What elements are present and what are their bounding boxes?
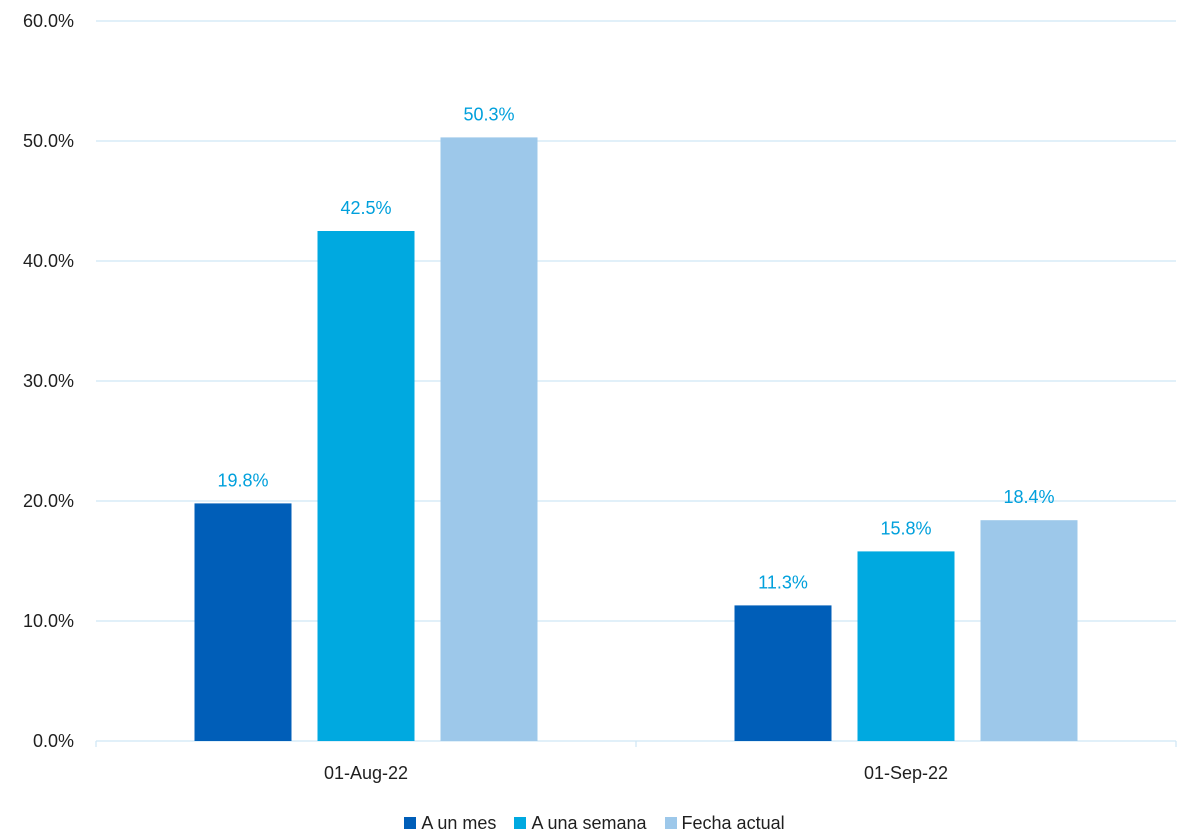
legend-label: A un mes — [421, 812, 497, 833]
y-tick-label: 40.0% — [23, 251, 74, 271]
bars — [194, 137, 1078, 741]
legend-swatch — [514, 817, 527, 829]
data-label: 19.8% — [217, 470, 268, 490]
data-labels: 19.8% 42.5% 50.3% 11.3% 15.8% 18.4% — [217, 104, 1054, 592]
legend-swatch — [404, 817, 417, 829]
legend-swatch — [664, 817, 677, 829]
legend-label: A una semana — [531, 812, 647, 833]
bar — [857, 551, 955, 741]
y-tick-label: 20.0% — [23, 491, 74, 511]
x-tick-label: 01-Aug-22 — [324, 763, 408, 783]
bar — [980, 520, 1078, 741]
bar-chart: 0.0% 10.0% 20.0% 30.0% 40.0% 50.0% 60.0% 01-Au… — [23, 11, 1177, 783]
bar — [317, 231, 415, 741]
y-tick-label: 0.0% — [33, 731, 74, 751]
y-tick-label: 30.0% — [23, 371, 74, 391]
x-tick-label: 01-Sep-22 — [864, 763, 948, 783]
data-label: 11.3% — [758, 572, 808, 592]
data-label: 42.5% — [340, 198, 391, 218]
data-label: 15.8% — [880, 518, 931, 538]
legend-label: Fecha actual — [681, 812, 785, 833]
data-label: 50.3% — [463, 104, 514, 124]
bar — [440, 137, 538, 741]
legend-item: Fecha actual — [664, 812, 785, 834]
legend: A un mes A una semana Fecha actual — [0, 812, 1189, 834]
data-label: 18.4% — [1003, 487, 1054, 507]
y-tick-label: 50.0% — [23, 131, 74, 151]
bar — [194, 503, 292, 741]
bar — [734, 605, 832, 741]
y-tick-label: 10.0% — [23, 611, 74, 631]
y-axis: 0.0% 10.0% 20.0% 30.0% 40.0% 50.0% 60.0% — [23, 11, 74, 751]
legend-item: A un mes — [404, 813, 496, 834]
legend-item: A una semana — [514, 812, 647, 834]
x-axis: 01-Aug-22 01-Sep-22 — [95, 740, 1177, 783]
y-tick-label: 60.0% — [23, 11, 74, 31]
